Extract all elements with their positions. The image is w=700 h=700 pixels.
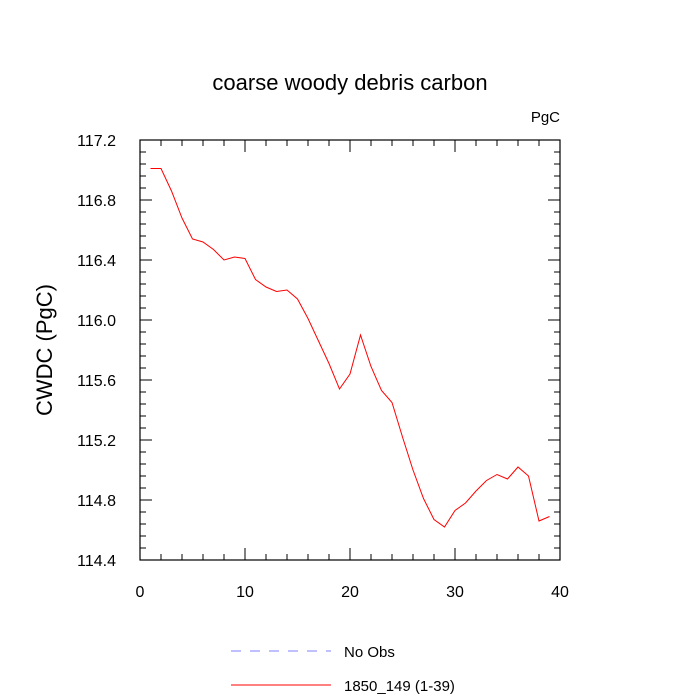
y-tick-label: 117.2 [77,133,116,150]
series-layer [150,168,550,528]
x-tick-label: 0 [136,584,145,601]
y-tick-label: 116.4 [77,253,116,270]
x-tick-label: 40 [551,584,569,601]
y-tick-label: 115.6 [77,373,116,390]
y-tick-label: 114.8 [77,493,116,510]
legend: No Obs 1850_149 (1-39) [231,644,455,695]
y-tick-label: 114.4 [77,553,116,570]
axis-ticks [139,139,561,561]
y-tick-label: 116.0 [77,313,116,330]
x-tick-label: 30 [446,584,464,601]
y-axis-label: CWDC (PgC) [32,284,57,416]
legend-label: No Obs [344,644,395,661]
x-tick-label: 20 [341,584,359,601]
x-tick-label: 10 [236,584,254,601]
plot-frame [139,139,561,561]
y-tick-label: 116.8 [77,193,116,210]
series-line [150,168,550,528]
chart-title: coarse woody debris carbon [212,70,487,95]
units-label: PgC [531,109,560,126]
legend-label: 1850_149 (1-39) [344,678,455,695]
tick-labels: 0 10 20 30 40 114.4 114.8 115.2 115.6 116.0 116.4 1… [77,133,569,601]
y-tick-label: 115.2 [77,433,116,450]
